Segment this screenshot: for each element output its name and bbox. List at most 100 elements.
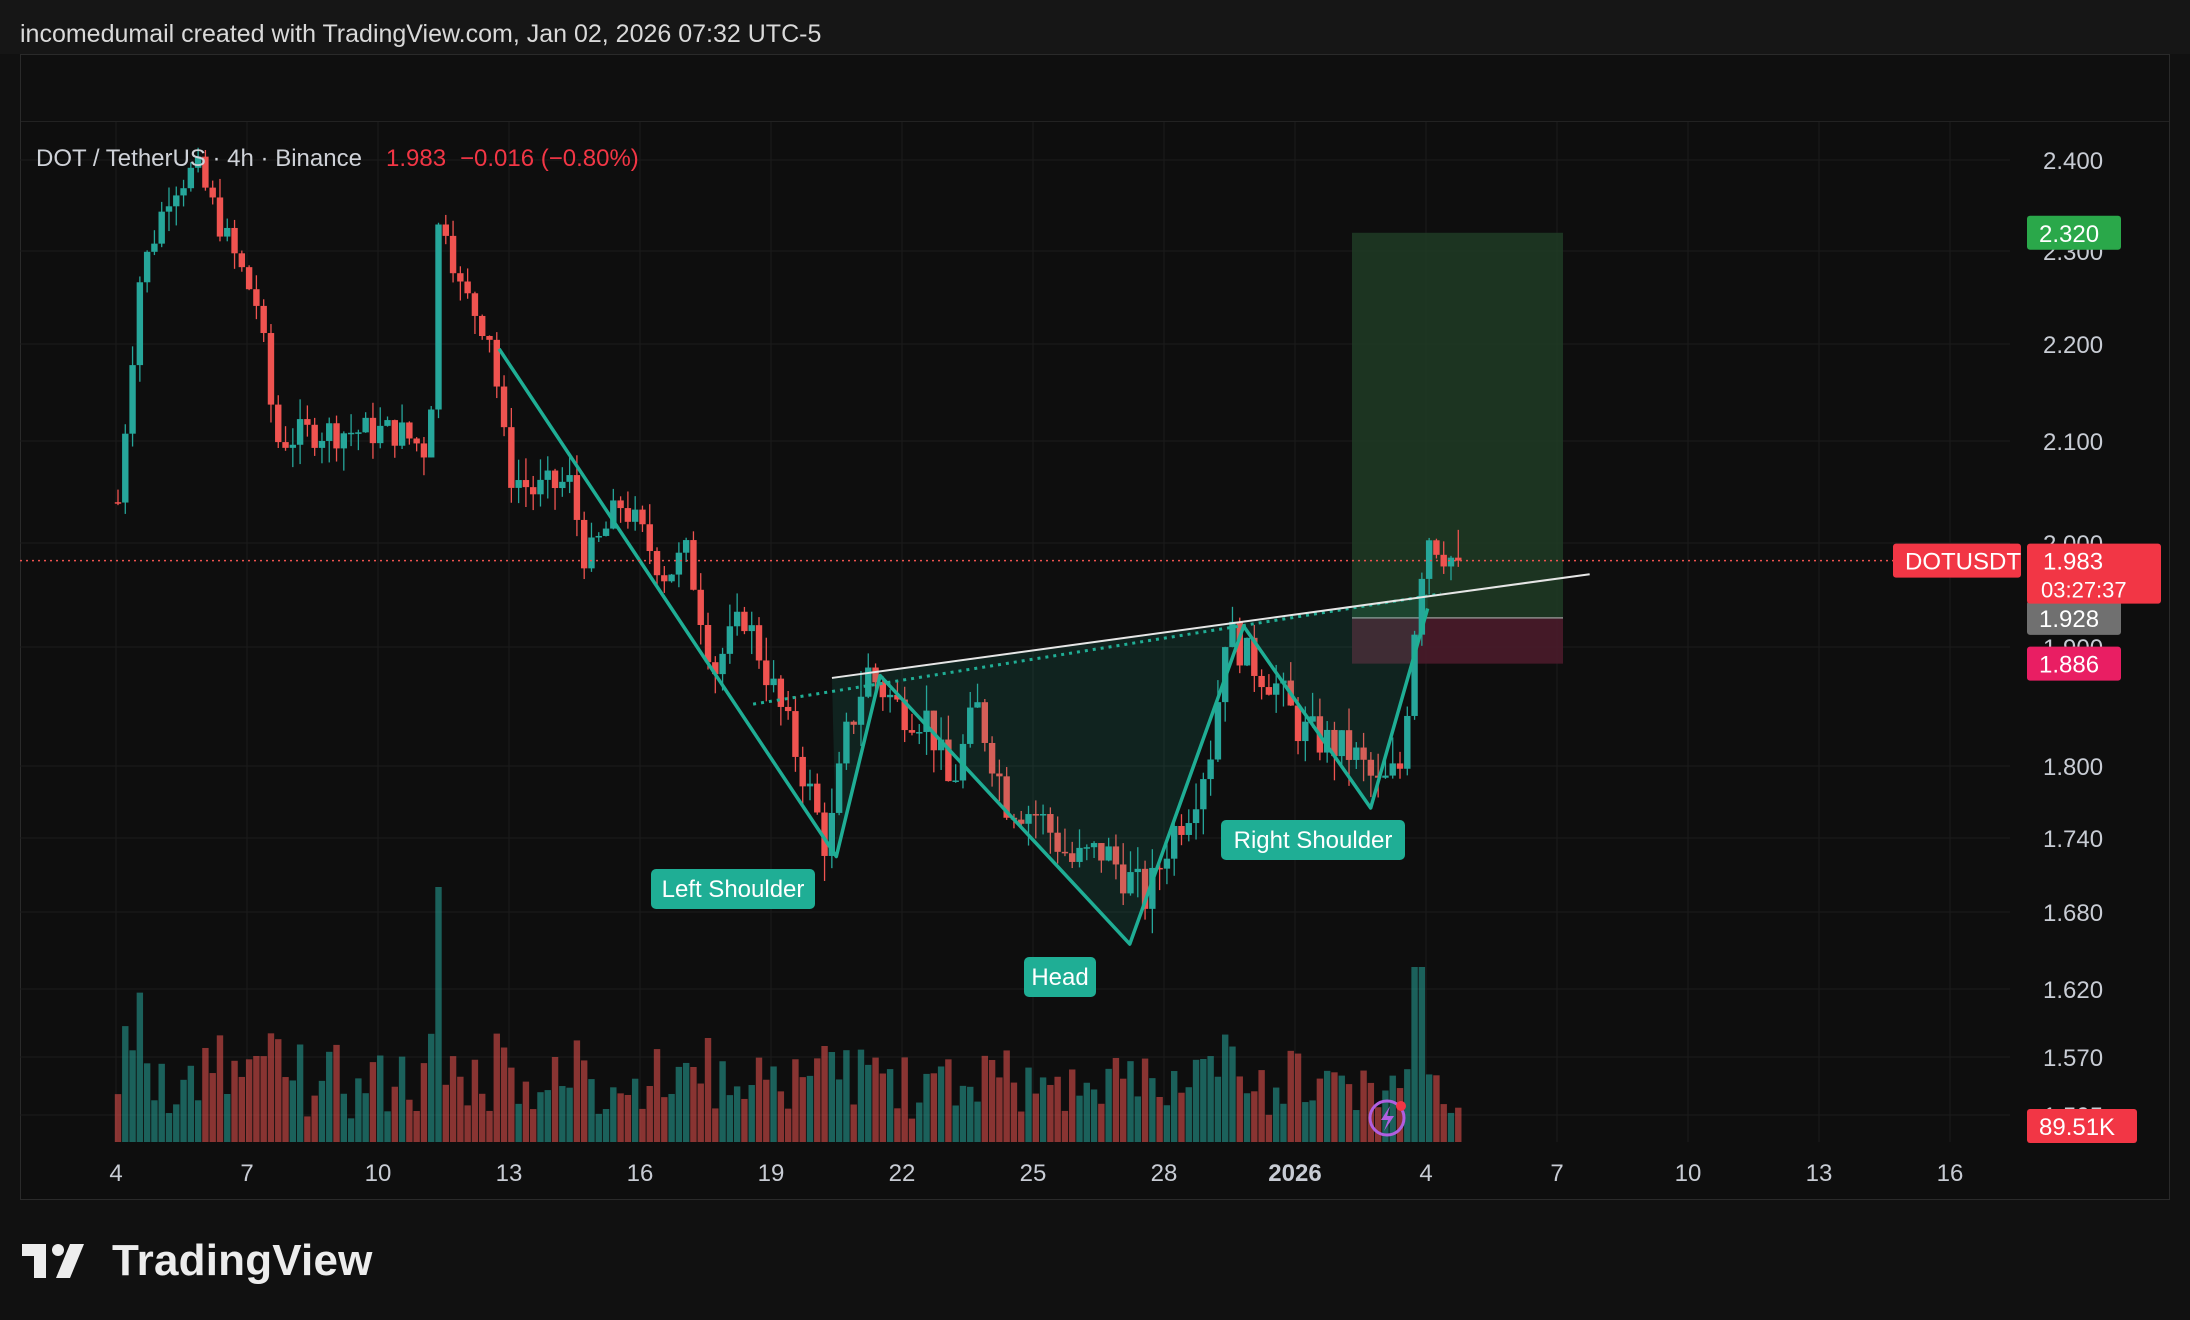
candle — [1047, 807, 1054, 854]
candle-body — [828, 812, 836, 856]
candle — [1192, 783, 1200, 840]
candle — [369, 402, 377, 459]
candle-body — [777, 678, 785, 707]
volume-bar — [733, 1086, 741, 1142]
candle-body — [420, 443, 428, 458]
volume-bar — [457, 1076, 464, 1142]
volume-bar — [1418, 967, 1426, 1142]
volume-bar — [500, 1047, 508, 1142]
pattern-label: Right Shoulder — [1221, 820, 1405, 860]
volume-bar — [1236, 1076, 1243, 1142]
volume-bar — [464, 1105, 471, 1142]
candle-body — [1360, 747, 1367, 760]
volume-bar — [340, 1093, 348, 1142]
target-zone — [1352, 232, 1563, 618]
volume-bar — [1338, 1075, 1345, 1142]
candle — [1207, 740, 1214, 796]
candle — [413, 437, 420, 452]
volume-bar — [471, 1059, 479, 1142]
candle — [879, 675, 887, 711]
candle-body — [755, 625, 763, 661]
candle-body — [529, 487, 537, 495]
volume-bar — [187, 1065, 195, 1142]
volume-bar — [1353, 1110, 1360, 1142]
tradingview-logo[interactable]: TradingView — [22, 1236, 373, 1286]
candle-body — [1251, 637, 1258, 676]
y-tick-label: 1.740 — [2043, 826, 2103, 853]
volume-bar — [122, 1026, 129, 1142]
volume-bar — [646, 1086, 653, 1142]
candle-body — [1367, 759, 1375, 776]
candle-body — [631, 509, 639, 522]
candle — [238, 250, 246, 272]
volume-bar — [114, 1094, 122, 1142]
candle — [617, 496, 624, 523]
candle-body — [1353, 747, 1360, 760]
candle — [1054, 816, 1061, 864]
candle — [245, 265, 253, 291]
candle — [726, 604, 734, 664]
chart-attribution: incomedumail created with TradingView.co… — [20, 20, 822, 48]
candle — [529, 475, 537, 511]
volume-bar — [1192, 1059, 1200, 1142]
volume-bar — [1309, 1100, 1316, 1142]
volume-bar — [865, 1064, 872, 1142]
volume-bar — [631, 1078, 639, 1142]
volume-bar — [923, 1073, 930, 1142]
candle — [1076, 829, 1083, 868]
candle — [1105, 837, 1112, 862]
candle-body — [1411, 634, 1418, 716]
volume-bar — [763, 1079, 770, 1142]
candle-body — [1272, 683, 1280, 695]
volume-bar — [843, 1050, 850, 1142]
candle — [1098, 843, 1105, 873]
candle-body — [1294, 705, 1302, 742]
pattern-label-text: Head — [1031, 964, 1088, 991]
candle-body — [333, 423, 340, 449]
volume-bar — [296, 1044, 304, 1142]
candle — [224, 218, 231, 242]
volume-badge-text: 89.51K — [2039, 1114, 2115, 1141]
volume-bar — [770, 1066, 777, 1142]
candle-body — [1018, 819, 1025, 824]
candle-body — [1163, 858, 1171, 869]
volume-bar — [143, 1063, 151, 1142]
candle-body — [1025, 814, 1032, 824]
volume-bar — [1221, 1034, 1229, 1142]
candle — [639, 505, 646, 532]
candle — [282, 426, 289, 451]
candle — [1455, 529, 1462, 567]
volume-bar — [835, 1079, 843, 1142]
candle-body — [566, 475, 573, 482]
volume-bar — [857, 1049, 865, 1142]
candle — [588, 522, 595, 572]
volume-bar — [406, 1099, 413, 1142]
candle-body — [1396, 763, 1404, 769]
pattern-label-bg — [1024, 957, 1096, 997]
candle-body — [136, 282, 144, 366]
volume-bar — [209, 1073, 216, 1142]
candle-body — [865, 667, 872, 697]
candle — [289, 428, 297, 468]
candle — [1331, 721, 1338, 781]
volume-bar — [1258, 1070, 1265, 1142]
candle — [114, 489, 122, 506]
candle — [362, 412, 369, 433]
tradingview-wordmark: TradingView — [112, 1236, 373, 1285]
candle-body — [1229, 621, 1236, 648]
volume-bar — [391, 1086, 398, 1142]
candle — [1120, 843, 1127, 906]
candle-body — [551, 470, 559, 489]
candle-body — [719, 653, 726, 675]
y-tick-label: 1.620 — [2043, 977, 2103, 1004]
candle — [1069, 841, 1076, 869]
volume-bar — [289, 1080, 297, 1142]
volume-bar — [1316, 1078, 1324, 1142]
candle — [697, 573, 704, 645]
volume-bar — [1083, 1082, 1090, 1142]
volume-bar — [668, 1093, 675, 1142]
candle — [187, 162, 195, 192]
volume-bar — [741, 1098, 748, 1142]
candle — [551, 468, 559, 510]
